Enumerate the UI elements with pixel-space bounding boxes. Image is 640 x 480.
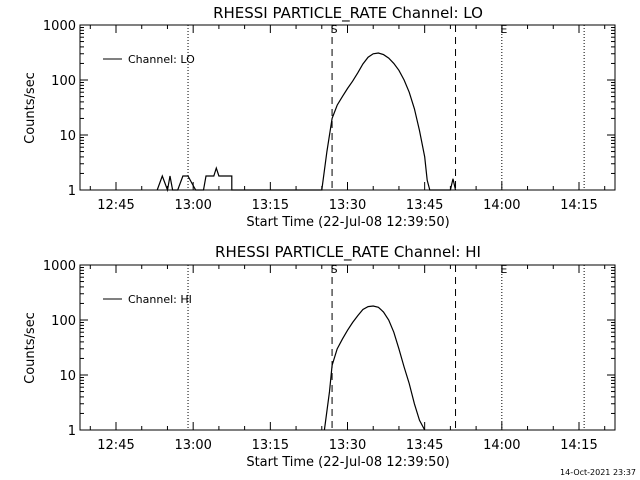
series-line — [323, 305, 426, 431]
x-tick-label: 13:30 — [329, 198, 366, 213]
y-tick-label: 1 — [68, 424, 76, 439]
y-axis-label: Counts/sec — [23, 72, 38, 144]
legend-label: Channel: HI — [128, 293, 192, 306]
x-axis-label: Start Time (22-Jul-08 12:39:50) — [246, 215, 449, 230]
y-tick-label: 100 — [51, 314, 76, 329]
x-tick-label: 13:15 — [252, 438, 289, 453]
x-tick-label: 12:45 — [97, 198, 134, 213]
x-axis-label: Start Time (22-Jul-08 12:39:50) — [246, 455, 449, 470]
y-axis-label: Counts/sec — [23, 312, 38, 384]
x-tick-label: 14:15 — [560, 198, 597, 213]
x-tick-label: 12:45 — [97, 438, 134, 453]
chart-title: RHESSI PARTICLE_RATE Channel: LO — [213, 4, 483, 23]
y-tick-label: 10 — [59, 129, 76, 144]
marker-label: S — [331, 263, 338, 276]
plot-channel-hi: RHESSI PARTICLE_RATE Channel: HI Start T… — [23, 243, 616, 470]
series-line — [156, 52, 457, 193]
x-tick-label: 13:45 — [406, 438, 443, 453]
plot-channel-lo: RHESSI PARTICLE_RATE Channel: LO Start T… — [23, 4, 616, 230]
y-tick-label: 1000 — [43, 259, 76, 274]
chart-title: RHESSI PARTICLE_RATE Channel: HI — [215, 243, 481, 262]
x-tick-label: 14:00 — [483, 438, 520, 453]
plot-frame — [79, 264, 616, 431]
legend-label: Channel: LO — [128, 53, 195, 66]
y-tick-label: 10 — [59, 369, 76, 384]
x-tick-label: 13:45 — [406, 198, 443, 213]
footer-timestamp: 14-Oct-2021 23:37 — [560, 468, 636, 477]
marker-label: E — [500, 23, 507, 36]
x-tick-label: 14:00 — [483, 198, 520, 213]
marker-label: E — [500, 263, 507, 276]
x-tick-label: 13:00 — [174, 438, 211, 453]
x-tick-label: 13:00 — [174, 198, 211, 213]
y-tick-label: 1 — [68, 184, 76, 199]
y-tick-label: 1000 — [43, 19, 76, 34]
y-tick-label: 100 — [51, 74, 76, 89]
x-tick-label: 13:15 — [252, 198, 289, 213]
plot-frame — [79, 24, 616, 191]
marker-label: S — [331, 23, 338, 36]
x-tick-label: 13:30 — [329, 438, 366, 453]
x-tick-label: 14:15 — [560, 438, 597, 453]
